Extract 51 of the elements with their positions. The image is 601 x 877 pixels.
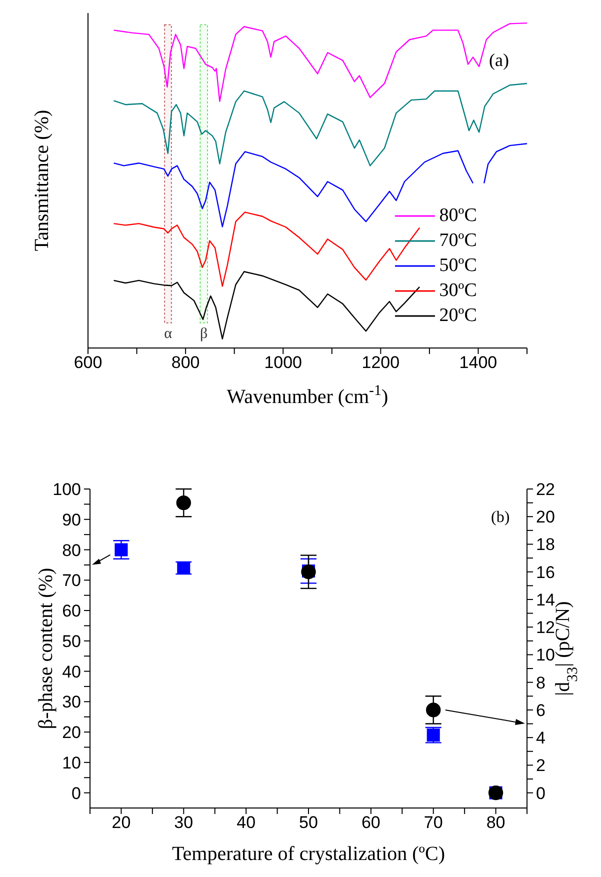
point	[426, 702, 441, 718]
y2-tick-label: 4	[536, 728, 546, 748]
x-axis-title: Temperature of crystalization (ºC)	[172, 843, 446, 865]
y-tick-label: 10	[62, 753, 81, 772]
y-tick-label: 70	[62, 571, 81, 590]
y-tick-label: 60	[62, 602, 81, 621]
annotation: (b)	[491, 509, 510, 527]
y2-tick-label: 10	[536, 646, 555, 665]
y2-tick-label: 22	[536, 480, 555, 499]
y2-tick-label: 2	[536, 756, 546, 776]
x-tick-label: 1400	[459, 353, 498, 372]
y2-tick-label: 12	[536, 618, 555, 638]
x-tick-label: 1200	[362, 353, 400, 372]
band-label: α	[164, 326, 172, 342]
legend-label: 30ºC	[439, 280, 477, 302]
y-tick-label: 40	[62, 662, 81, 682]
annotation: (a)	[489, 50, 509, 71]
y-tick-label: 30	[62, 692, 81, 712]
y-axis-title: β-phase content (%)	[35, 568, 57, 730]
x-tick-label: 20	[112, 813, 131, 832]
point	[176, 495, 191, 510]
x-tick-label: 40	[236, 813, 256, 832]
x-tick-label: 1000	[264, 353, 302, 372]
x-tick-label: 800	[171, 353, 200, 372]
y2-tick-label: 18	[536, 535, 555, 554]
x-tick-label: 60	[361, 813, 380, 832]
x-tick-label: 600	[74, 353, 102, 372]
legend-label: 20ºC	[439, 305, 477, 328]
y-tick-label: 50	[62, 632, 81, 651]
band-label: β	[200, 326, 208, 342]
x-axis-title: Wavenumber (cm$^{-1}$)	[226, 383, 388, 408]
y-tick-label: 90	[62, 510, 81, 530]
y2-tick-label: 8	[536, 673, 546, 692]
x-tick-label: 30	[174, 813, 194, 832]
y-tick-label: 100	[52, 480, 81, 499]
y2-tick-label: 16	[536, 562, 555, 582]
legend-label: 80ºC	[439, 205, 477, 228]
y2-tick-label: 14	[536, 590, 555, 610]
legend-label: 70ºC	[439, 230, 477, 252]
x-tick-label: 80	[486, 813, 506, 832]
y-axis-title: Tansmittance (%)	[31, 110, 53, 252]
y-tick-label: 20	[62, 723, 81, 742]
y-tick-label: 80	[62, 540, 81, 560]
x-tick-label: 50	[299, 813, 318, 832]
y-tick-label: 0	[72, 784, 81, 803]
legend-label: 50ºC	[439, 255, 477, 278]
point	[114, 543, 128, 556]
x-tick-label: 70	[424, 813, 443, 832]
y2-tick-label: 6	[536, 700, 546, 720]
y2-tick-label: 0	[536, 784, 546, 803]
y2-tick-label: 20	[536, 508, 555, 527]
